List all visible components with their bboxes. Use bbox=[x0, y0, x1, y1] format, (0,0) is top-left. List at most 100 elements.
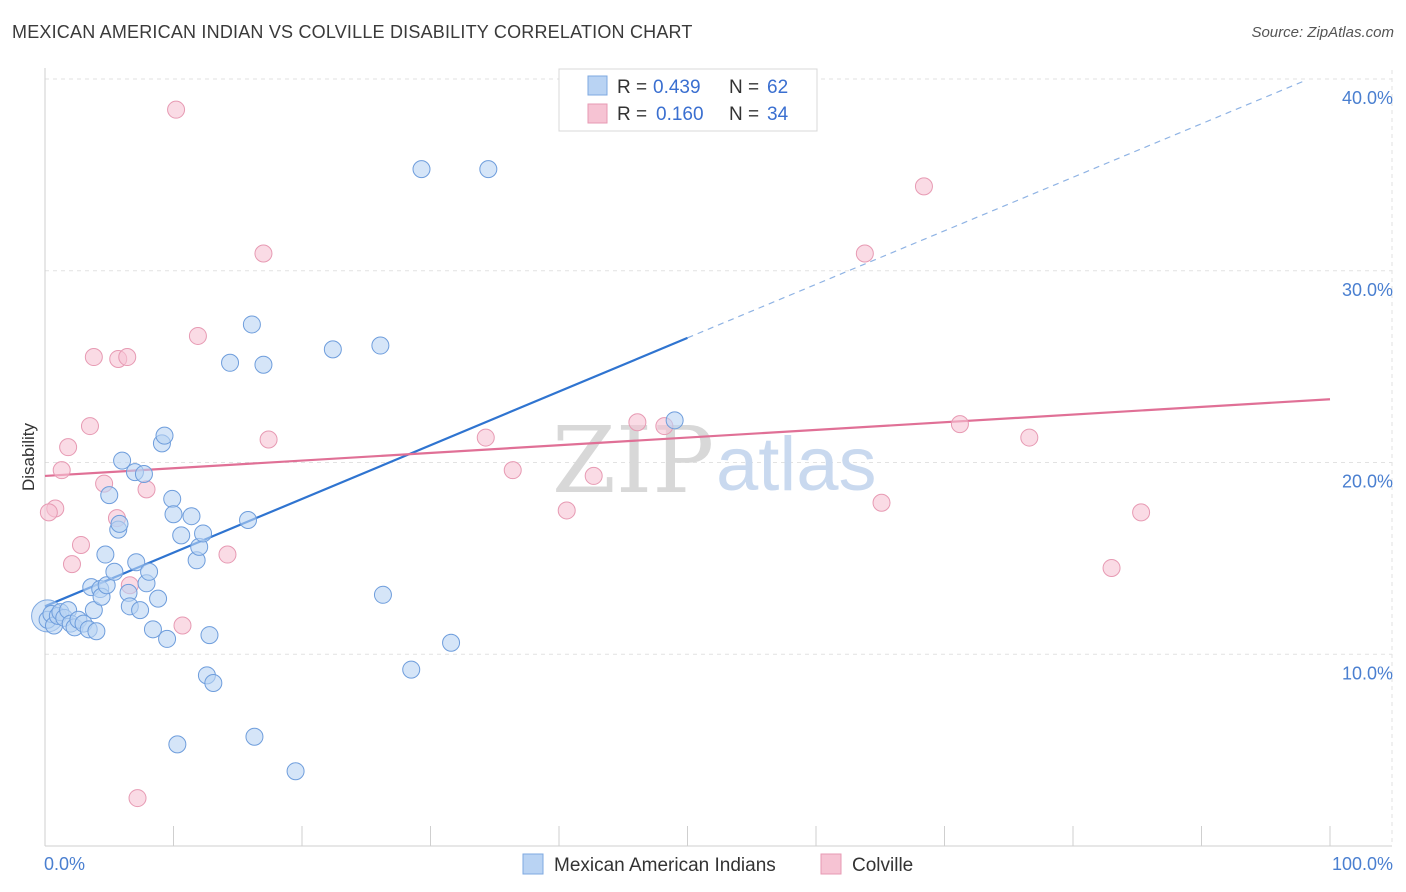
colville-point bbox=[476, 428, 495, 447]
legend-n-label-1: N = bbox=[729, 77, 759, 98]
mexican-american-indians-point bbox=[149, 589, 168, 608]
colville-point bbox=[855, 244, 874, 263]
source-label: Source: ZipAtlas.com bbox=[1251, 24, 1394, 41]
legend-r-value-1: 0.439 bbox=[653, 77, 701, 98]
mexican-american-indians-point bbox=[87, 622, 106, 641]
mexican-american-indians-point bbox=[200, 626, 219, 645]
mexican-american-indians-point bbox=[194, 524, 213, 543]
mexican-american-indians-point bbox=[239, 511, 258, 530]
axes bbox=[44, 68, 1392, 847]
mexican-american-indians-point bbox=[371, 336, 390, 355]
mexican-american-indians-point bbox=[245, 727, 264, 746]
mexican-american-indians-point bbox=[168, 735, 187, 754]
trendline-extension-mexican-american-indians bbox=[687, 80, 1305, 339]
colville-point bbox=[254, 244, 273, 263]
legend-swatch-pink bbox=[587, 103, 608, 124]
mexican-american-indians-point bbox=[442, 633, 461, 652]
mexican-american-indians-point bbox=[158, 629, 177, 648]
mexican-american-indians-point bbox=[373, 585, 392, 604]
mexican-american-indian-points bbox=[31, 160, 684, 781]
x-tick-labels: 0.0% 100.0% bbox=[44, 854, 1393, 874]
colville-point bbox=[84, 348, 103, 367]
trendline-mexican-american-indians bbox=[44, 336, 688, 608]
correlation-legend: R = 0.439 N = 62 R = 0.160 N = 34 bbox=[558, 68, 818, 132]
mexican-american-indians-point bbox=[131, 601, 150, 620]
mexican-american-indians-point bbox=[163, 489, 182, 508]
mexican-american-indians-point bbox=[204, 674, 223, 693]
mexican-american-indians-point bbox=[164, 505, 183, 524]
mexican-american-indians-point bbox=[100, 486, 119, 505]
series-legend-label-pink: Colville bbox=[852, 855, 913, 876]
y-tick-label: 30.0% bbox=[1342, 280, 1393, 300]
legend-r-label-1: R = bbox=[617, 77, 647, 98]
legend-swatch-blue bbox=[587, 75, 608, 96]
colville-point bbox=[71, 535, 90, 554]
colville-point bbox=[1132, 503, 1151, 522]
series-legend-swatch-blue bbox=[522, 853, 544, 875]
colville-point bbox=[503, 461, 522, 480]
trendline-colville bbox=[44, 398, 1331, 478]
series-legend: Mexican American Indians Colville bbox=[522, 853, 913, 876]
mexican-american-indians-point bbox=[97, 576, 116, 595]
mexican-american-indians-point bbox=[172, 526, 191, 545]
y-tick-label: 40.0% bbox=[1342, 88, 1393, 108]
colville-point bbox=[52, 461, 71, 480]
y-tick-labels: 10.0% 20.0% 30.0% 40.0% bbox=[1342, 88, 1393, 683]
series-legend-label-blue: Mexican American Indians bbox=[554, 855, 776, 876]
watermark-atlas: atlas bbox=[716, 422, 877, 507]
watermark: ZIP atlas bbox=[552, 407, 877, 514]
mexican-american-indians-point bbox=[127, 553, 146, 572]
legend-n-value-1: 62 bbox=[767, 77, 788, 98]
colville-point bbox=[59, 438, 78, 457]
colville-point bbox=[137, 480, 156, 499]
x-tick-label: 0.0% bbox=[44, 854, 85, 874]
colville-point bbox=[914, 177, 933, 196]
colville-point bbox=[188, 326, 207, 345]
colville-point bbox=[80, 417, 99, 436]
colville-point bbox=[1102, 558, 1121, 577]
chart-title: MEXICAN AMERICAN INDIAN VS COLVILLE DISA… bbox=[12, 22, 693, 42]
colville-point bbox=[39, 503, 58, 522]
mexican-american-indians-point bbox=[402, 660, 421, 679]
colville-point bbox=[173, 616, 192, 635]
legend-r-value-2: 0.160 bbox=[656, 104, 704, 125]
mexican-american-indians-point bbox=[412, 160, 431, 179]
series-legend-swatch-pink bbox=[820, 853, 842, 875]
colville-point bbox=[259, 430, 278, 449]
colville-point bbox=[128, 789, 147, 808]
y-tick-label: 10.0% bbox=[1342, 663, 1393, 683]
colville-point bbox=[950, 415, 969, 434]
mexican-american-indians-point bbox=[286, 762, 305, 781]
mexican-american-indians-point bbox=[242, 315, 261, 334]
colville-point bbox=[628, 413, 647, 432]
trendlines bbox=[44, 80, 1331, 608]
mexican-american-indians-point bbox=[84, 601, 103, 620]
mexican-american-indians-point bbox=[182, 507, 201, 526]
x-tick-label: 100.0% bbox=[1332, 854, 1393, 874]
colville-point bbox=[167, 100, 186, 119]
mexican-american-indians-point bbox=[155, 426, 174, 445]
colville-point bbox=[62, 555, 81, 574]
colville-point bbox=[872, 493, 891, 512]
colville-point bbox=[218, 545, 237, 564]
colville-point bbox=[1020, 428, 1039, 447]
colville-point bbox=[118, 348, 137, 367]
mexican-american-indians-point bbox=[96, 545, 115, 564]
colville-point bbox=[584, 466, 603, 485]
y-axis-label: Disability bbox=[19, 422, 38, 491]
mexican-american-indians-point bbox=[254, 355, 273, 374]
mexican-american-indians-point bbox=[221, 353, 240, 372]
colville-point bbox=[557, 501, 576, 520]
y-tick-label: 20.0% bbox=[1342, 472, 1393, 492]
mexican-american-indians-point bbox=[105, 562, 124, 581]
mexican-american-indians-point bbox=[110, 514, 129, 533]
mexican-american-indians-point bbox=[143, 620, 162, 639]
mexican-american-indians-point bbox=[323, 340, 342, 359]
legend-n-label-2: N = bbox=[729, 104, 759, 125]
colville-points bbox=[39, 100, 1151, 808]
mexican-american-indians-point bbox=[134, 465, 153, 484]
legend-r-label-2: R = bbox=[617, 104, 647, 125]
mexican-american-indians-point bbox=[140, 562, 159, 581]
mexican-american-indians-point bbox=[113, 451, 132, 470]
